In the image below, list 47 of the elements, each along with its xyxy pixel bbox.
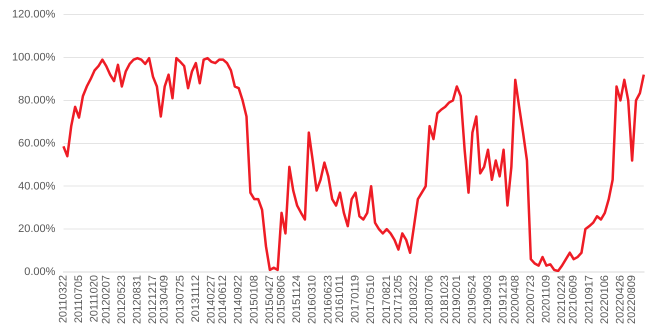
x-tick-label: 20150427	[264, 275, 276, 324]
x-tick-label: 20170119	[350, 275, 362, 324]
x-tick-label: 20161011	[334, 275, 346, 324]
x-tick-label: 20110322	[57, 275, 70, 324]
x-tick-label: 20120207	[100, 275, 112, 324]
x-tick-label: 20140922	[232, 275, 245, 324]
x-tick-label: 20171205	[392, 275, 404, 324]
x-tick-label: 20210609	[568, 275, 580, 324]
y-tick-label: 0.00%	[24, 266, 56, 278]
x-tick-label: 20190201	[450, 275, 463, 324]
x-tick-label: 20181023	[439, 275, 452, 324]
x-tick-label: 20210917	[583, 275, 596, 324]
x-tick-label: 20201109	[540, 275, 552, 324]
x-tick-label: 20180322	[408, 275, 420, 324]
x-tick-label: 20180706	[424, 275, 436, 324]
x-tick-label: 20190903	[482, 275, 494, 324]
y-tick-label: 100.00%	[12, 52, 56, 64]
x-tick-label: 20140612	[217, 275, 230, 324]
y-tick-label: 120.00%	[12, 8, 56, 21]
y-tick-label: 40.00%	[18, 180, 56, 192]
x-tick-label: 20210224	[556, 275, 568, 324]
x-tick-label: 20130409	[158, 275, 171, 324]
y-tick-label: 80.00%	[18, 94, 56, 106]
x-tick-label: 20200408	[509, 275, 522, 324]
x-tick-label: 20150108	[248, 275, 260, 324]
x-tick-label: 20140227	[205, 275, 218, 324]
x-tick-label: 20121217	[147, 275, 160, 324]
y-tick-label: 60.00%	[18, 137, 56, 150]
x-tick-label: 20200723	[524, 275, 537, 324]
x-tick-label: 20131112	[190, 275, 202, 322]
x-tick-label: 20170510	[365, 275, 378, 324]
x-tick-label: 20120831	[131, 275, 144, 324]
x-tick-label: 20220426	[614, 275, 626, 324]
x-tick-label: 20160623	[322, 275, 334, 324]
x-tick-label: 20190524	[466, 275, 478, 324]
x-tick-label: 20170821	[380, 275, 393, 324]
x-tick-label: 20150806	[276, 275, 288, 324]
x-tick-label: 20220809	[626, 275, 638, 324]
x-tick-label: 20151124	[291, 275, 304, 324]
x-tick-label: 20220106	[598, 275, 611, 324]
x-tick-label: 20191219	[498, 275, 510, 324]
x-tick-label: 20120523	[116, 275, 128, 324]
x-tick-label: 20110705	[73, 275, 86, 324]
x-tick-label: 20160310	[306, 275, 319, 324]
x-tick-label: 20130725	[174, 275, 186, 324]
x-tick-label: 20111020	[88, 275, 101, 322]
y-tick-label: 20.00%	[18, 223, 56, 236]
